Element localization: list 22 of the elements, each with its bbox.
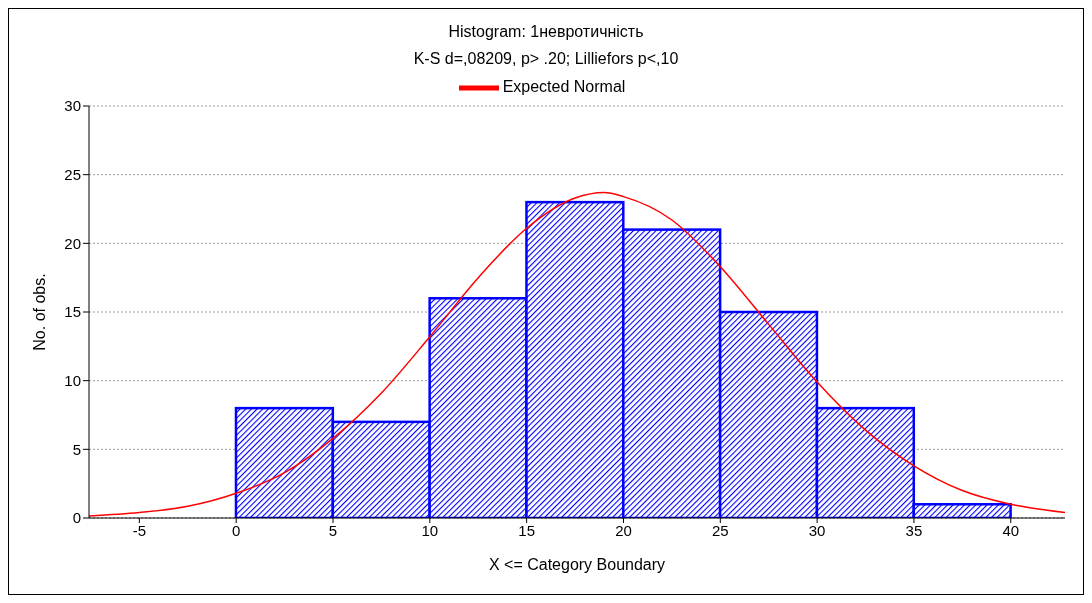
x-tick-label: 40 bbox=[1002, 521, 1020, 539]
x-tick-label: 25 bbox=[711, 521, 729, 539]
y-axis-title: No. of obs. bbox=[30, 273, 48, 351]
x-tick-label: -5 bbox=[132, 521, 147, 539]
x-tick-label: 35 bbox=[905, 521, 923, 539]
y-tick-label: 30 bbox=[64, 97, 81, 115]
y-tick-label: 10 bbox=[64, 371, 81, 389]
chart-title: Histogram: 1невротичність bbox=[447, 23, 645, 41]
y-tick-label: 20 bbox=[64, 234, 81, 252]
legend-label: Expected Normal bbox=[502, 78, 626, 96]
chart-subtitle: K-S d=,08209, p> .20; Lilliefors p<,10 bbox=[412, 50, 680, 68]
y-tick-label: 0 bbox=[72, 509, 81, 527]
x-tick-label: 5 bbox=[328, 521, 338, 539]
y-tick-label: 25 bbox=[64, 165, 81, 183]
x-tick-label: 30 bbox=[808, 521, 826, 539]
x-tick-label: 15 bbox=[518, 521, 535, 539]
x-tick-label: 20 bbox=[615, 521, 632, 539]
x-tick-label: 10 bbox=[421, 521, 439, 539]
y-tick-label: 5 bbox=[72, 440, 81, 458]
x-tick-label: 0 bbox=[232, 521, 241, 539]
y-tick-label: 15 bbox=[64, 303, 81, 321]
x-axis-title: X <= Category Boundary bbox=[488, 556, 666, 573]
